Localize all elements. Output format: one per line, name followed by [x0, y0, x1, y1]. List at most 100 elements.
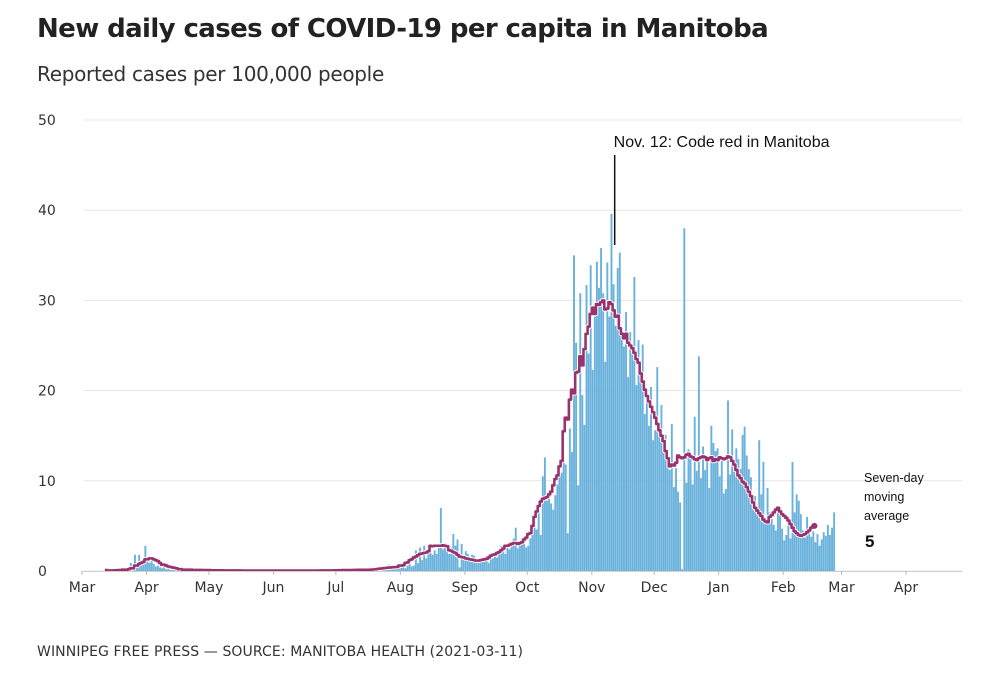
daily-case-bar — [593, 316, 596, 571]
daily-case-bar — [614, 325, 617, 571]
daily-case-bar — [140, 563, 143, 571]
daily-case-bar — [612, 284, 615, 571]
daily-case-bar — [531, 534, 534, 571]
daily-case-bar — [804, 537, 806, 571]
daily-case-bar — [604, 361, 607, 571]
moving-average-label-line: Seven-day — [864, 471, 925, 485]
daily-case-bar — [745, 455, 748, 571]
daily-case-bar — [510, 544, 513, 571]
daily-case-bar — [500, 545, 503, 571]
daily-case-bar — [818, 545, 821, 571]
daily-case-bar — [758, 440, 761, 571]
daily-case-bar — [158, 567, 161, 571]
daily-case-bar — [708, 488, 711, 571]
daily-case-bar — [679, 502, 682, 571]
daily-case-bar — [672, 487, 675, 571]
daily-case-bar — [785, 534, 788, 571]
daily-case-bar — [681, 569, 684, 571]
daily-case-bar — [608, 316, 611, 571]
daily-case-bar — [406, 565, 409, 571]
code-red-annotation-label: Nov. 12: Code red in Manitoba — [614, 134, 830, 151]
daily-case-bar — [635, 385, 638, 571]
daily-case-bar — [429, 548, 432, 571]
daily-case-bar — [527, 545, 530, 571]
daily-case-bar — [595, 261, 598, 571]
daily-case-bar — [419, 547, 421, 571]
daily-case-bar — [412, 565, 415, 571]
daily-case-bar — [662, 445, 665, 571]
daily-case-bar — [575, 342, 578, 571]
daily-case-bar — [410, 566, 413, 571]
daily-case-bar — [625, 312, 627, 571]
daily-case-bar — [808, 526, 811, 571]
daily-case-bar — [516, 548, 519, 571]
daily-case-bar — [783, 540, 786, 571]
daily-case-bar — [718, 476, 721, 571]
daily-case-bar — [700, 478, 702, 571]
daily-case-bar — [142, 559, 145, 571]
daily-case-bar — [695, 470, 698, 571]
annotations: Nov. 12: Code red in Manitoba Seven-day mo… — [614, 134, 925, 551]
daily-case-bar — [150, 560, 153, 571]
daily-case-bar — [496, 557, 498, 571]
daily-case-bar — [706, 455, 709, 571]
daily-case-bar — [512, 538, 515, 571]
daily-case-bar — [504, 553, 507, 571]
daily-case-bar — [689, 458, 692, 571]
daily-case-bar — [479, 561, 482, 571]
daily-case-bar — [491, 558, 494, 571]
daily-case-bar — [560, 472, 563, 571]
daily-case-bar — [421, 560, 424, 571]
daily-case-bar — [423, 545, 426, 571]
daily-case-bar — [165, 569, 168, 571]
daily-case-bar — [156, 565, 159, 571]
daily-case-bar — [136, 565, 139, 571]
daily-case-bar — [781, 528, 784, 571]
daily-case-bar — [533, 524, 536, 571]
daily-case-bar — [814, 542, 817, 571]
daily-case-bar — [752, 506, 754, 571]
daily-case-bar — [446, 546, 449, 571]
daily-case-bar — [810, 536, 813, 571]
y-tick-label: 20 — [38, 384, 56, 400]
daily-case-bar — [729, 474, 732, 571]
daily-case-bar — [483, 560, 486, 571]
daily-case-bar — [737, 459, 740, 571]
daily-case-bar — [727, 400, 729, 571]
daily-case-bar — [437, 547, 440, 571]
x-axis-ticks: Mar Apr May Jun Jul Aug Sep Oct Nov Dec Jan Feb Mar A… — [69, 571, 962, 596]
daily-case-bar — [774, 530, 777, 571]
daily-case-bar — [169, 570, 172, 571]
daily-case-bar — [606, 262, 609, 571]
daily-case-bar — [521, 540, 523, 571]
daily-case-bar — [793, 512, 796, 571]
gridlines — [84, 119, 962, 572]
daily-case-bar — [754, 496, 757, 571]
daily-case-bar — [633, 276, 636, 571]
daily-case-bar — [525, 547, 528, 571]
daily-case-bar — [668, 469, 671, 571]
daily-case-bar — [471, 554, 474, 571]
daily-case-bar — [389, 568, 392, 571]
daily-case-bar — [812, 531, 815, 571]
daily-case-bar — [685, 482, 688, 571]
daily-case-bar — [529, 538, 532, 571]
daily-case-bar — [820, 539, 823, 571]
daily-case-bar — [656, 367, 659, 571]
y-tick-label: 50 — [38, 113, 56, 129]
daily-case-bar — [154, 566, 157, 571]
daily-case-bar — [585, 285, 588, 571]
daily-case-bar — [666, 460, 669, 571]
daily-case-bar — [664, 434, 667, 571]
daily-case-bar — [464, 551, 467, 571]
daily-case-bar — [787, 519, 790, 571]
daily-case-bar — [458, 567, 461, 571]
daily-case-bar — [733, 471, 736, 571]
daily-case-bar — [408, 559, 411, 571]
daily-case-bar — [833, 512, 836, 571]
daily-case-bar — [550, 503, 553, 571]
daily-case-bar — [414, 550, 417, 571]
daily-case-bar — [502, 550, 505, 571]
daily-case-bar — [598, 287, 600, 571]
daily-case-bar — [743, 426, 746, 571]
